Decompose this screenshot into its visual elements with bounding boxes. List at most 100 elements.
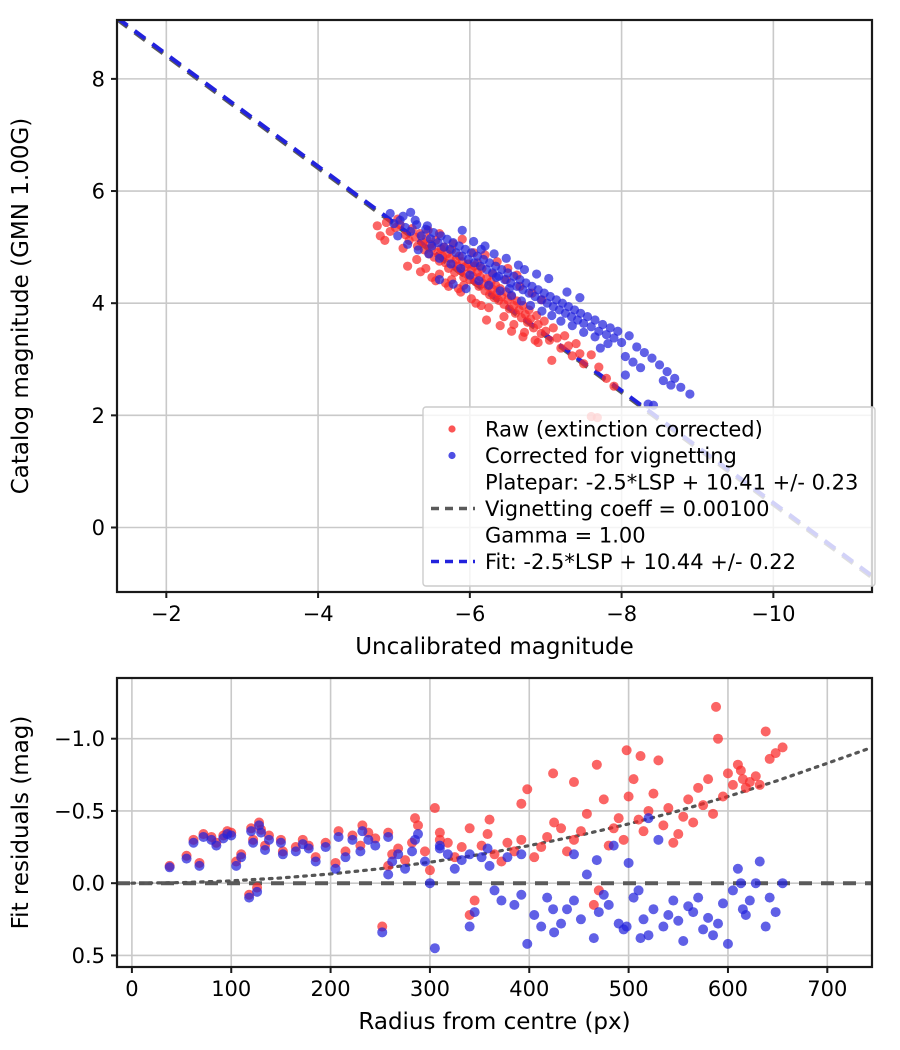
data-point [448,279,458,289]
data-point [750,771,761,782]
x-tick-label: −10 [751,602,795,626]
data-point [628,892,639,903]
legend-marker-dot [448,425,456,433]
data-point [727,779,738,790]
data-point [516,834,527,845]
data-point [673,915,684,926]
axes-frame [115,18,874,594]
data-point [522,938,533,949]
legend-entry: Fit: -2.5*LSP + 10.44 +/- 0.22 [431,550,796,574]
data-point [732,863,743,874]
data-point [552,333,562,343]
data-point [703,912,714,923]
data-point [381,217,391,228]
x-tick-label: 400 [509,977,549,1001]
legend-box [422,406,876,587]
data-point [516,296,527,306]
data-point [744,895,755,906]
data-point [502,837,513,848]
data-point [588,933,599,944]
legend-label: Raw (extinction corrected) [485,418,763,442]
data-point [518,332,528,342]
data-point [252,886,263,897]
data-point [608,840,619,851]
data-point [683,794,694,805]
data-point [385,208,395,219]
data-point [575,914,586,925]
series-1 [164,813,788,954]
data-point [428,227,439,238]
data-point [393,231,403,241]
data-point [457,225,467,235]
data-point [740,909,751,920]
data-point [621,745,632,756]
data-point [603,338,613,349]
magnitude-calibration-panel: −2 −4 −6 −8 −10 0 2 4 6 8 Uncalibrated magnitude Ca… [8,18,876,660]
x-tick-label: −6 [454,602,485,626]
data-point [713,733,724,744]
data-point [410,834,421,845]
data-point [407,846,418,857]
data-point [412,254,422,265]
data-point [504,284,514,294]
data-point [628,357,638,367]
data-point [547,310,557,321]
data-point [638,826,649,837]
data-point [560,331,570,341]
data-point [537,306,547,316]
data-point [347,834,358,845]
data-point [754,779,765,790]
data-point [533,337,543,348]
x-tick-label: 500 [609,977,649,1001]
data-point [563,341,574,351]
data-point [620,370,630,380]
data-point [666,380,676,390]
data-point [484,814,495,825]
data-point [522,784,533,795]
data-point [663,803,674,814]
data-point [469,895,480,906]
data-point [648,904,659,915]
data-point [658,375,668,386]
line-1 [130,745,872,885]
data-point [461,284,471,294]
y-axis-label: Catalog magnitude (GMN 1.00G) [8,118,34,495]
data-point [375,231,385,241]
data-point [387,856,398,867]
data-point [383,869,394,880]
data-point [482,843,493,854]
data-point [489,249,499,259]
data-point [482,829,493,840]
legend-entry: Raw (extinction corrected) [448,418,763,442]
data-point [542,831,553,842]
data-point [717,791,728,802]
y-tick-label: 0 [92,516,105,540]
data-point [764,892,775,903]
data-point [532,269,542,279]
data-point [643,930,654,941]
data-point [363,834,374,845]
data-point [618,834,629,845]
data-point [465,270,475,280]
data-point [673,829,684,840]
legend-label: Platepar: -2.5*LSP + 10.41 +/- 0.23 [485,471,858,495]
data-point [211,840,222,851]
data-point [548,904,559,915]
x-tick-label: 200 [311,977,351,1001]
data-point [355,846,366,857]
data-point [181,853,192,864]
legend-label: Vignetting coeff = 0.00100 [485,497,769,521]
y-tick-label: 4 [92,292,105,316]
data-point [419,846,430,857]
data-point [260,844,271,855]
data-point [442,837,453,848]
y-tick-label: −0.5 [54,799,105,823]
data-point [635,751,646,762]
data-point [601,373,612,383]
data-point [617,337,627,348]
data-point [635,933,646,944]
scatter-points [164,701,788,954]
axis-ticks: −2 −4 −6 −8 −10 0 2 4 6 8 [92,67,796,626]
data-point [372,221,382,231]
data-point [638,914,649,925]
